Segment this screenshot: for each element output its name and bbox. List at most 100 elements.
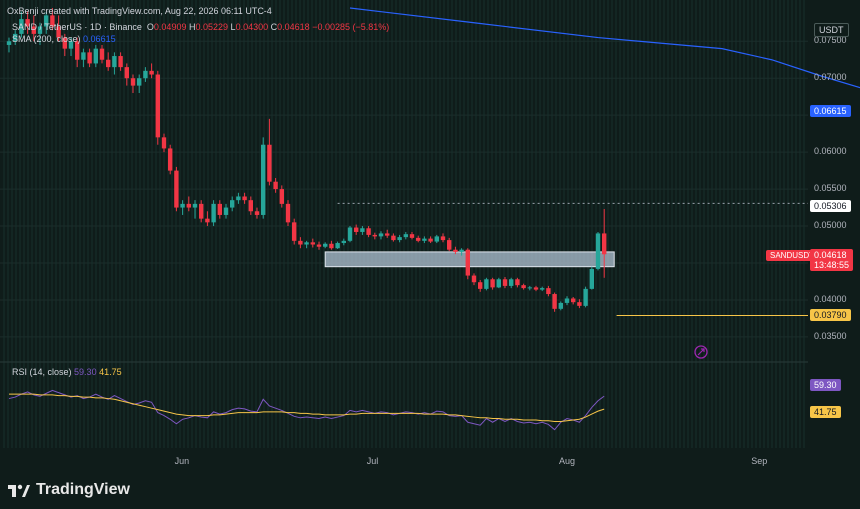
candle	[378, 231, 384, 240]
tradingview-logo[interactable]: TradingView	[8, 481, 130, 499]
candle	[558, 301, 563, 311]
candle	[502, 277, 508, 289]
candle	[180, 200, 185, 215]
currency-button[interactable]: USDT	[814, 23, 849, 37]
candle	[459, 248, 464, 256]
candle	[509, 277, 514, 289]
candle	[155, 70, 160, 145]
candle	[490, 277, 495, 290]
time-tick-label: Jul	[366, 456, 379, 466]
ohlc-change: −0.00285 (−5.81%)	[312, 22, 390, 32]
rsi-legend: RSI (14, close) 59.30 41.75	[12, 367, 122, 377]
resistance-price-tag: 0.05306	[810, 200, 851, 212]
candle	[143, 67, 148, 82]
candle	[335, 241, 340, 249]
candle	[515, 277, 520, 288]
price-tick-label: 0.03500	[814, 330, 847, 341]
candle	[223, 203, 229, 219]
candle	[571, 297, 576, 305]
candle	[192, 200, 198, 219]
candle	[564, 296, 570, 306]
candle	[360, 226, 365, 235]
bar-countdown: 13:48:55	[814, 260, 850, 270]
candle	[254, 207, 260, 219]
creator-note: OxBenji created with TradingView.com, Au…	[7, 6, 272, 16]
candle	[75, 37, 80, 68]
rsi-line	[8, 389, 605, 431]
candle	[106, 52, 111, 71]
ohlc-close: 0.04618	[277, 22, 310, 32]
candle	[527, 285, 532, 291]
candle	[62, 33, 67, 57]
candle	[416, 235, 421, 243]
candle	[217, 200, 222, 219]
candle	[434, 234, 439, 244]
candle	[298, 237, 303, 249]
legend-symbol-row: SAND / TetherUS · 1D · Binance O0.04909 …	[12, 22, 389, 32]
candle	[25, 11, 30, 34]
candle	[44, 11, 49, 34]
grid	[0, 0, 808, 448]
candle	[230, 196, 235, 212]
candle	[161, 133, 167, 153]
candle	[205, 211, 210, 227]
candle	[168, 144, 173, 175]
last-price-tag: 0.04618 13:48:55	[810, 249, 854, 271]
candle	[310, 238, 315, 248]
candle	[583, 286, 588, 308]
candle	[304, 240, 309, 249]
time-tick-label: Aug	[559, 456, 576, 466]
candle	[273, 178, 278, 193]
candle	[93, 44, 98, 68]
candle	[81, 48, 86, 68]
ohlc-low: 0.04300	[235, 22, 269, 32]
sma-price-tag: 0.06615	[810, 105, 851, 117]
ohlc-open: 0.04909	[153, 22, 187, 32]
tradingview-wordmark: TradingView	[36, 481, 130, 498]
price-tick-label: 0.07500	[814, 35, 847, 46]
candle	[130, 74, 136, 93]
alert-icon[interactable]	[694, 345, 708, 359]
candle	[341, 238, 346, 246]
candle	[602, 209, 607, 278]
candle	[471, 273, 477, 286]
symbol-title: SAND / TetherUS · 1D · Binance	[12, 22, 142, 32]
candle	[242, 192, 247, 204]
candle	[478, 280, 483, 292]
candle	[99, 44, 105, 64]
support-price-tag: 0.03790	[810, 309, 851, 321]
candle	[292, 218, 297, 245]
ohlc-low-label: L	[230, 22, 236, 32]
candle	[577, 299, 582, 309]
candle	[546, 285, 551, 297]
time-tick-label: Jun	[174, 456, 190, 466]
candle	[211, 200, 216, 227]
candle	[409, 231, 415, 240]
ohlc-high: 0.05229	[195, 22, 229, 32]
candle	[248, 196, 253, 215]
tradingview-logo-icon	[8, 484, 30, 497]
candle	[118, 52, 123, 71]
symbol-price-tag: SANDUSDT	[766, 250, 819, 261]
candle	[37, 22, 43, 45]
candle	[595, 231, 601, 271]
candle	[13, 30, 18, 45]
rsi-value: 59.30	[74, 367, 97, 377]
candle	[236, 192, 241, 204]
ohlc-open-label: O	[146, 22, 154, 32]
candle	[403, 231, 408, 240]
sma-200-line	[349, 7, 860, 89]
candle	[440, 233, 446, 243]
candle	[31, 15, 36, 42]
candle	[50, 8, 55, 31]
candle	[465, 248, 470, 280]
sma-value: 0.06615	[83, 34, 116, 44]
ohlc-close-label: C	[270, 22, 278, 32]
candle	[354, 224, 359, 235]
last-price: 0.04618	[814, 250, 847, 260]
candle	[137, 74, 142, 93]
time-tick-label: Sep	[751, 456, 768, 466]
candle	[186, 196, 191, 212]
candle	[391, 233, 396, 242]
